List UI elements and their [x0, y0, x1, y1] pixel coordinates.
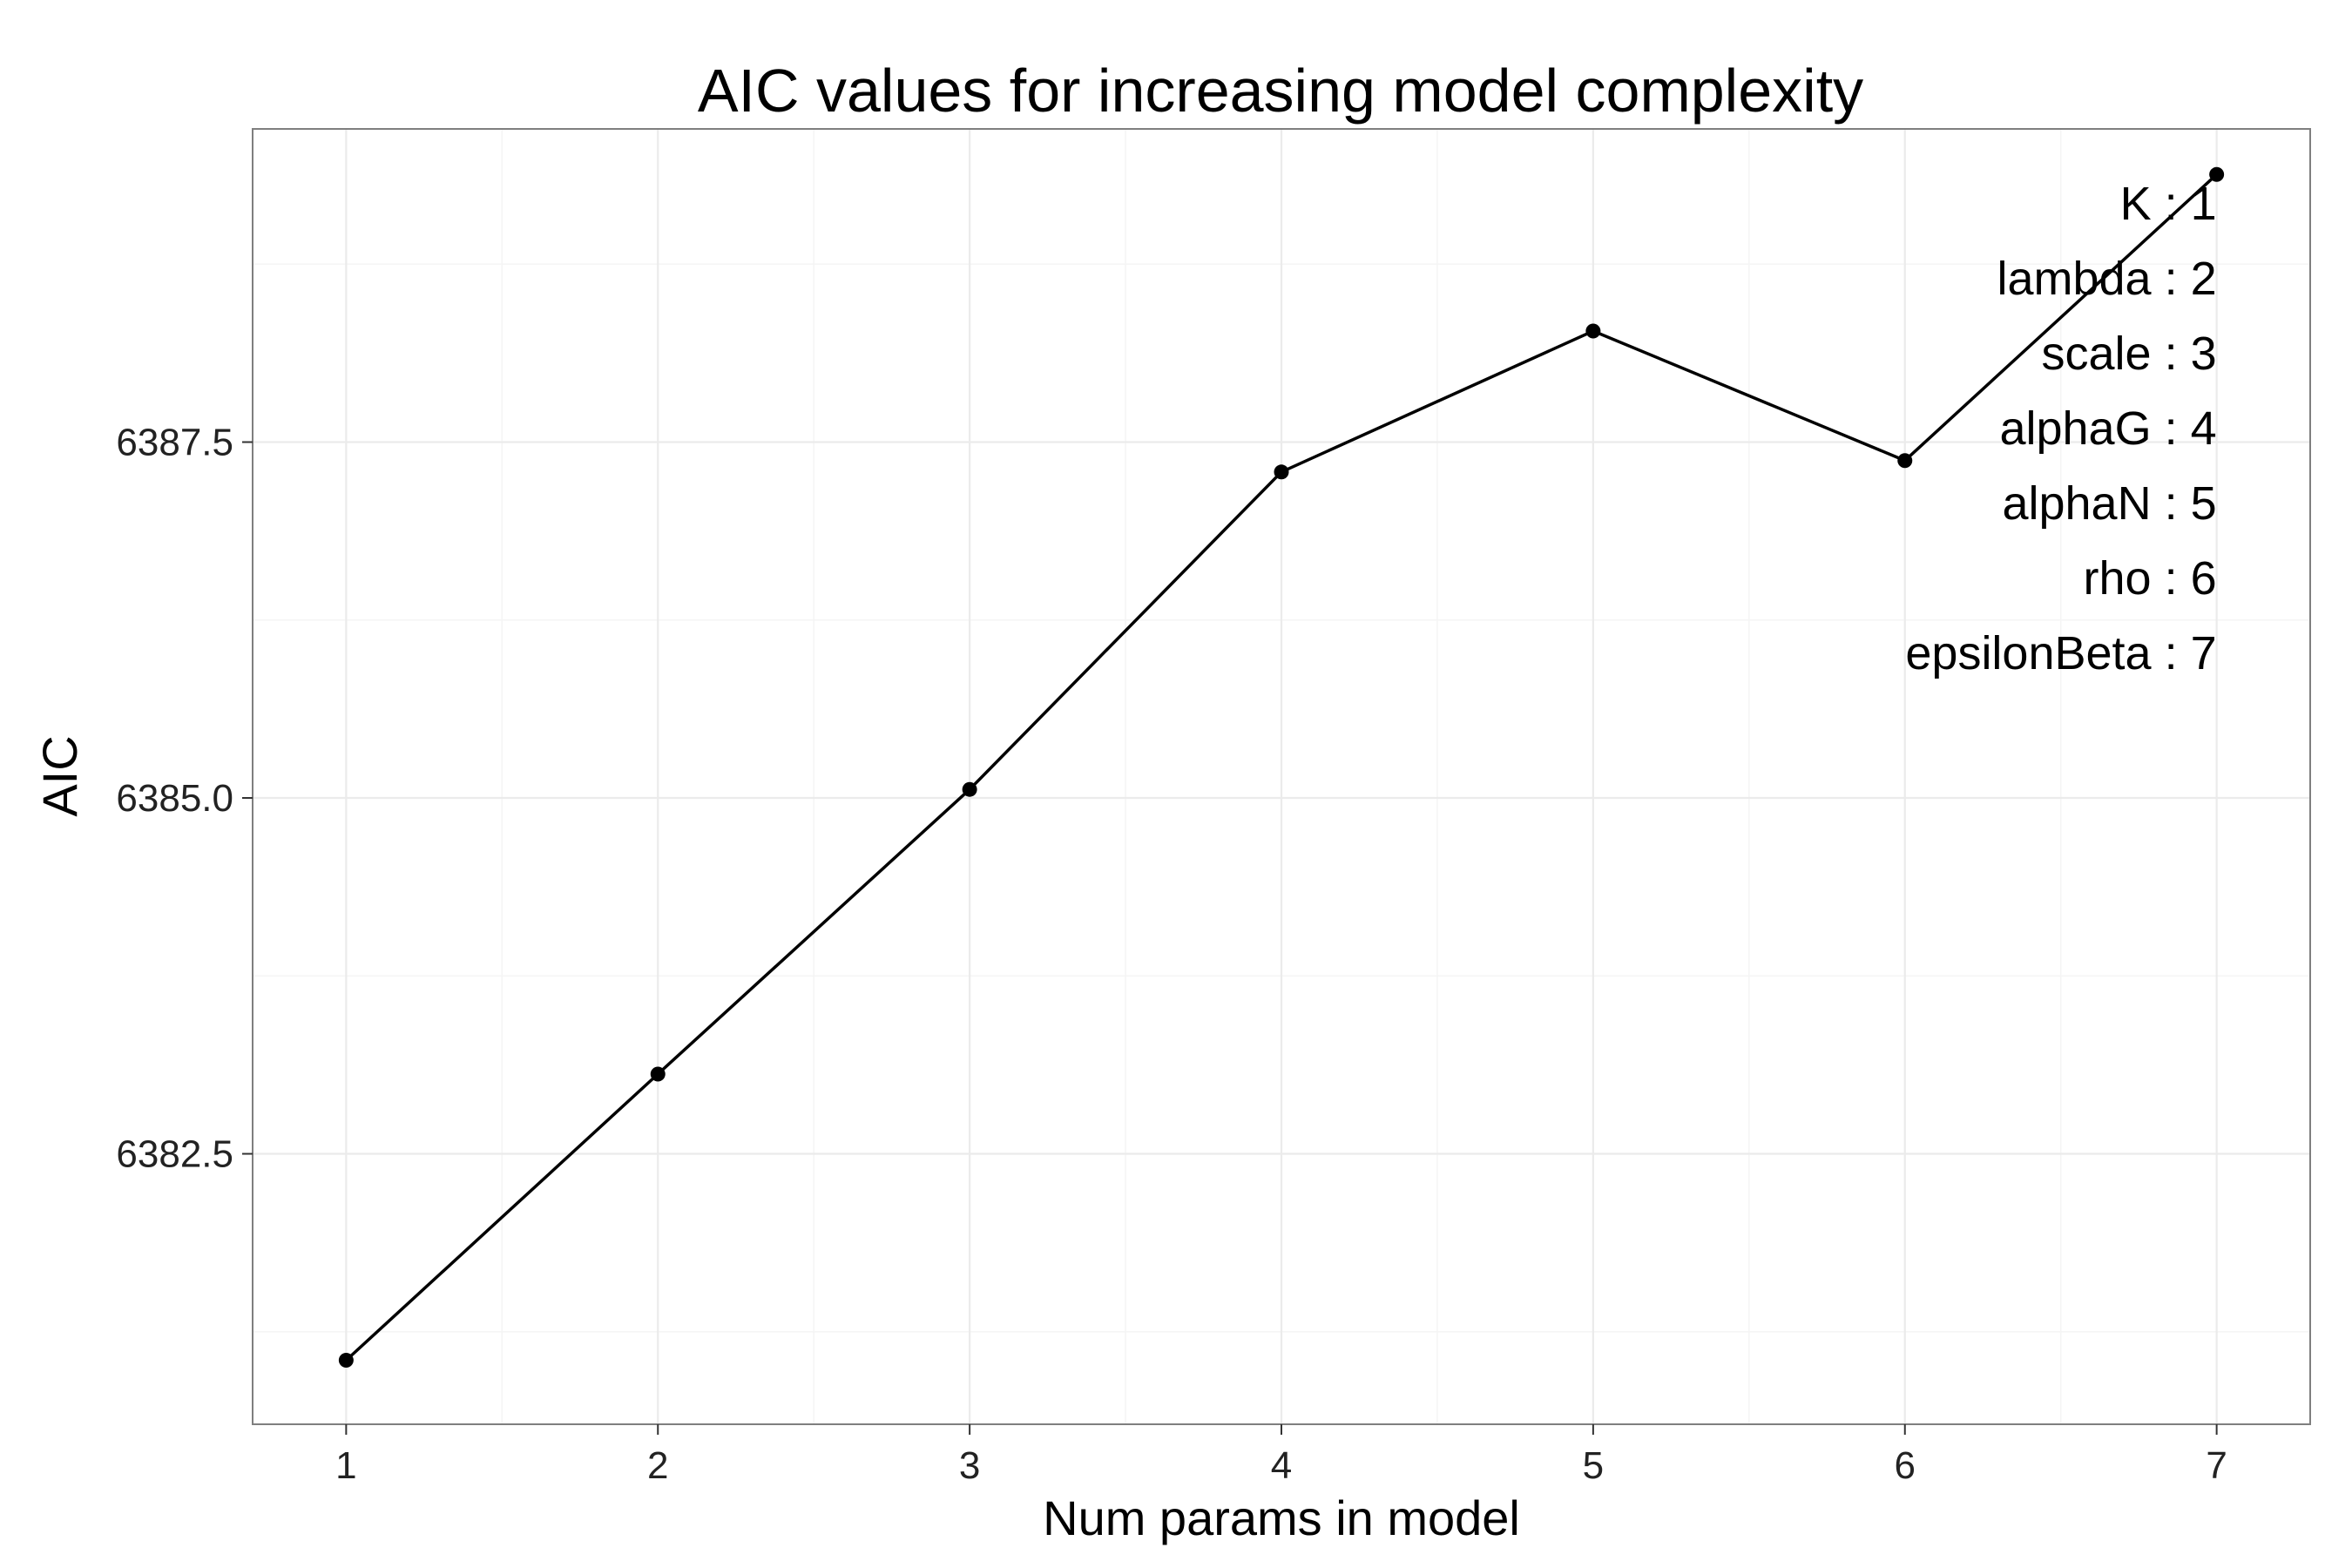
- y-axis-ticks: 6382.5 6385.0 6387.5: [116, 421, 253, 1176]
- data-point: [1897, 453, 1913, 469]
- y-tick-label: 6387.5: [116, 421, 233, 463]
- x-tick-label: 4: [1271, 1444, 1292, 1487]
- x-axis-title: Num params in model: [1043, 1490, 1520, 1545]
- data-point: [650, 1066, 666, 1082]
- parameter-label: alphaG : 4: [1999, 402, 2216, 455]
- x-tick-label: 6: [1895, 1444, 1916, 1487]
- parameter-label: lambda : 2: [1997, 253, 2216, 305]
- x-axis-ticks: 1 2 3 4 5 6 7: [335, 1424, 2227, 1487]
- x-tick-label: 5: [1583, 1444, 1604, 1487]
- parameter-legend: K : 1 lambda : 2 scale : 3 alphaG : 4 alphaN…: [1905, 178, 2216, 679]
- x-tick-label: 2: [647, 1444, 668, 1487]
- parameter-label: rho : 6: [2084, 552, 2217, 605]
- x-tick-label: 7: [2206, 1444, 2227, 1487]
- parameter-label: K : 1: [2120, 178, 2217, 230]
- x-tick-label: 1: [335, 1444, 356, 1487]
- x-tick-label: 3: [959, 1444, 980, 1487]
- parameter-label: scale : 3: [2042, 328, 2217, 380]
- aic-data-points: [338, 166, 2225, 1368]
- data-point: [2209, 166, 2225, 182]
- y-tick-label: 6382.5: [116, 1133, 233, 1176]
- y-axis-title: AIC: [32, 735, 87, 816]
- chart-title: AIC values for increasing model complexi…: [698, 57, 1863, 125]
- data-point: [1585, 323, 1601, 339]
- data-point: [338, 1352, 354, 1368]
- major-gridlines: [253, 129, 2310, 1424]
- parameter-label: epsilonBeta : 7: [1905, 627, 2216, 679]
- y-tick-label: 6385.0: [116, 777, 233, 820]
- data-point: [1274, 464, 1289, 480]
- parameter-label: alphaN : 5: [2002, 477, 2216, 530]
- data-point: [962, 781, 977, 797]
